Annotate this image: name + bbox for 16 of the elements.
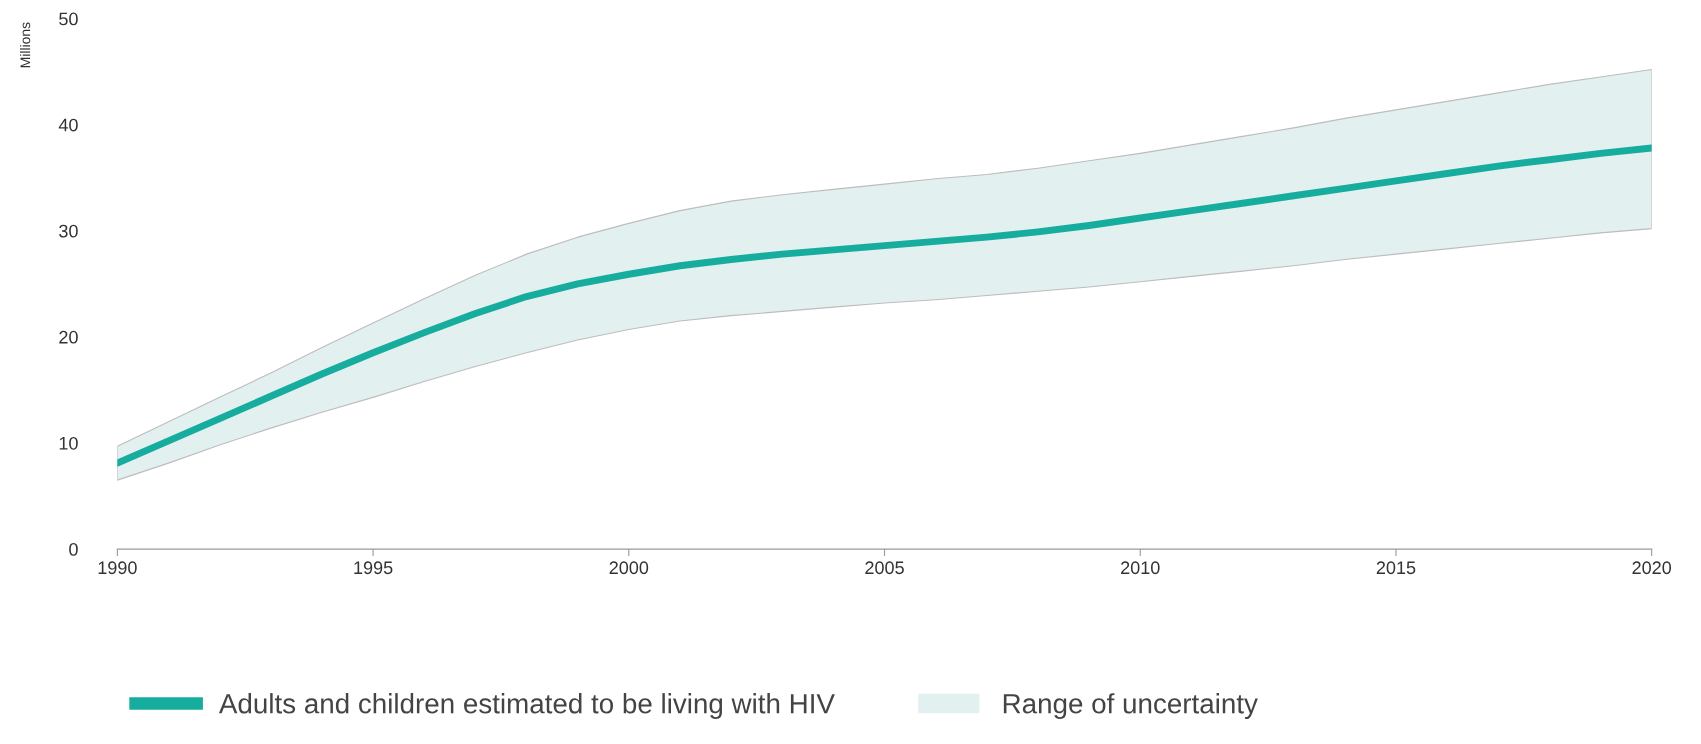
y-tick-label: 30 [59,224,78,238]
x-tick-label: 2020 [1632,561,1672,575]
y-tick-label: 50 [59,12,78,26]
text: Range of uncertainty [1003,693,1258,719]
y-tick-label: 0 [69,543,78,556]
y-tick-label: 20 [59,330,78,344]
y-tick-label: 10 [59,436,78,450]
x-tick-label: 2010 [1121,561,1160,575]
legend-label: Adults and children estimated to be living with HIV [218,693,835,719]
y-tick-label: 40 [58,118,78,132]
y-axis-title: Millions [20,22,31,68]
x-tick-label: 1995 [354,561,393,575]
x-tick-label: 2005 [865,561,904,575]
x-tick-label: 2000 [609,561,649,575]
x-tick-label: 1990 [98,561,137,575]
x-tick-label: 2015 [1376,561,1416,575]
